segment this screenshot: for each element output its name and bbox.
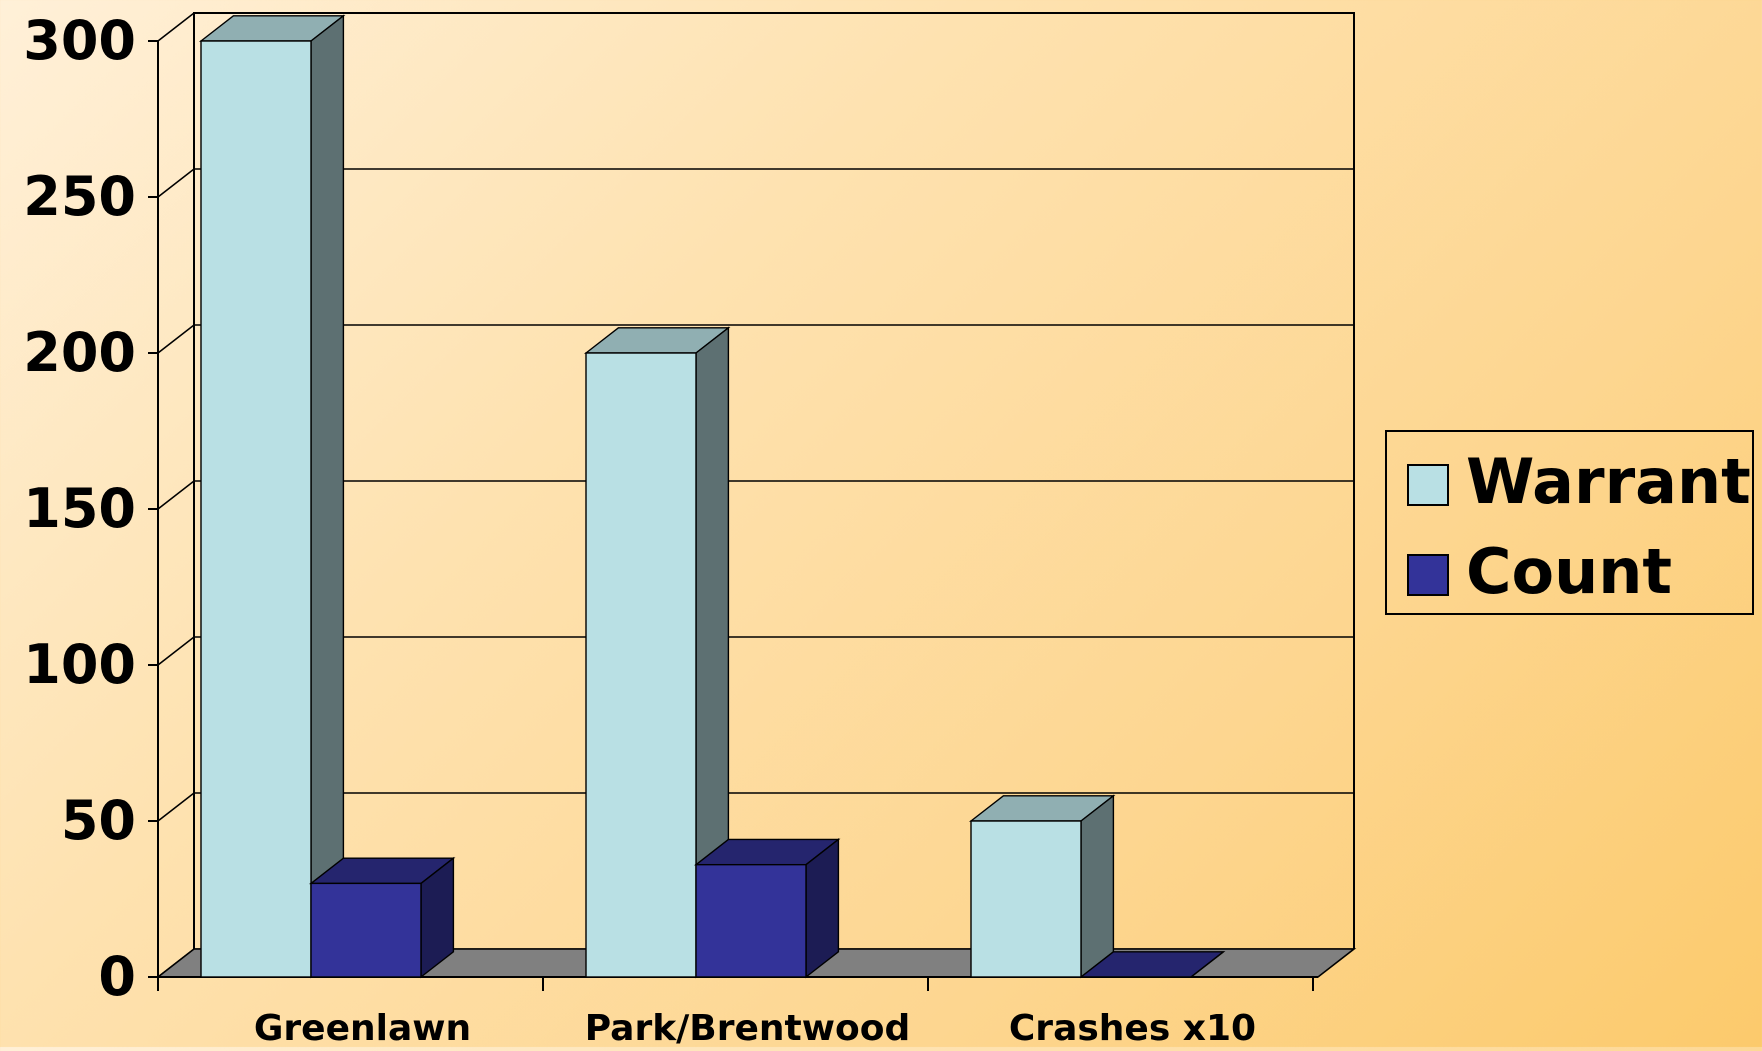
x-tick-labels: Greenlawn Park/Brentwood Crashes x10 [254, 1008, 1256, 1049]
bar-side-face [310, 14, 345, 979]
bar-count-1 [693, 838, 841, 979]
bar-count-2 [1078, 951, 1226, 978]
y-tick-label: 50 [61, 789, 136, 852]
bar-warrant-0 [198, 14, 346, 979]
legend-label: Count [1466, 535, 1672, 608]
legend-box [1385, 430, 1754, 615]
gridline [157, 636, 1354, 666]
y-tick-label: 0 [98, 945, 136, 1008]
bar-side-face [1080, 794, 1115, 979]
gridline [157, 12, 1354, 42]
y-tick-label: 100 [23, 633, 136, 696]
x-tick-label: Crashes x10 [1009, 1008, 1256, 1047]
y-tick-label: 250 [23, 165, 136, 228]
bars [198, 14, 1226, 979]
gridline [157, 792, 1354, 822]
bar-warrant-1 [583, 326, 731, 979]
bar-warrant-2 [968, 794, 1116, 979]
x-tick-label: Greenlawn [254, 1008, 471, 1047]
bar-front-face [200, 40, 312, 978]
y-tick-label: 300 [23, 9, 136, 72]
y-tick-labels: 0 50 100 150 200 250 300 [23, 9, 136, 1008]
legend-label: Warrant [1466, 445, 1751, 518]
legend: Warrant Count [1385, 430, 1754, 615]
bar-front-face [585, 352, 697, 978]
bar-count-0 [308, 856, 456, 979]
legend-item-warrant: Warrant [1407, 445, 1751, 518]
bar-front-face [970, 820, 1082, 978]
gridline [157, 324, 1354, 354]
y-tick-label: 200 [23, 321, 136, 384]
bar-side-face [805, 838, 840, 979]
legend-swatch [1407, 464, 1449, 506]
bar-side-face [1190, 951, 1224, 978]
x-tick-label: Park/Brentwood [585, 1008, 911, 1047]
bar-front-face [695, 863, 807, 978]
gridline [157, 480, 1354, 510]
y-tick-label: 150 [23, 477, 136, 540]
legend-item-count: Count [1407, 535, 1672, 608]
legend-swatch [1407, 554, 1449, 596]
bar-front-face [310, 882, 422, 978]
gridline [157, 168, 1354, 198]
